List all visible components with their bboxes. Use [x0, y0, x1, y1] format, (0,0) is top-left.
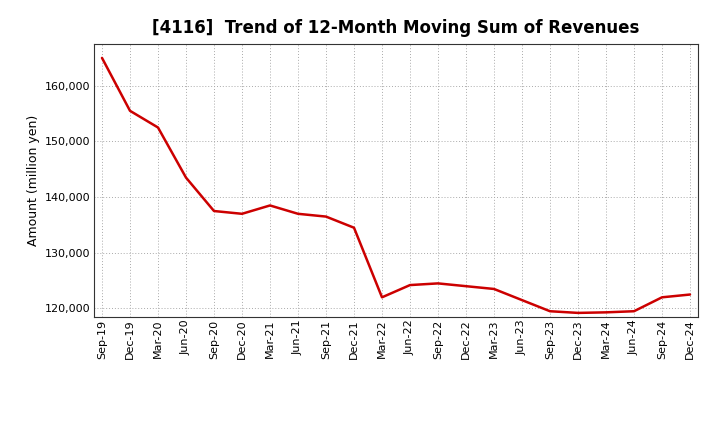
- Title: [4116]  Trend of 12-Month Moving Sum of Revenues: [4116] Trend of 12-Month Moving Sum of R…: [153, 19, 639, 37]
- Y-axis label: Amount (million yen): Amount (million yen): [27, 115, 40, 246]
